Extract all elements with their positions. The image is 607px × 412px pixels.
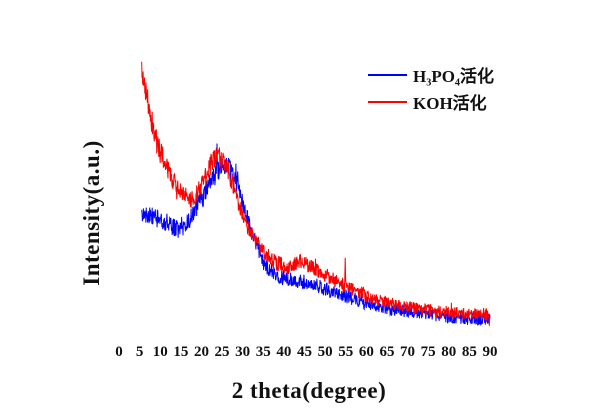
series-line-koh <box>141 61 491 326</box>
x-tick-label: 75 <box>420 344 436 360</box>
legend: H₃PO₄活化 KOH活化 <box>368 61 494 115</box>
x-tick-label: 25 <box>214 344 230 360</box>
x-tick-label: 15 <box>173 344 189 360</box>
legend-label: H₃PO₄活化 <box>413 67 495 86</box>
y-axis-title: Intensity(a.u.) <box>79 140 104 286</box>
x-tick-label: 50 <box>317 344 333 360</box>
x-tick-label: 20 <box>193 344 209 360</box>
series-line-h3po4 <box>141 143 491 327</box>
x-tick-label: 70 <box>400 344 416 360</box>
x-tick-label: 40 <box>276 344 292 360</box>
x-axis-tick-labels: 0 5 10 15 20 25 30 35 40 45 50 55 60 65 70 75 80 85 90 <box>0 344 607 362</box>
series-lines <box>141 61 491 327</box>
legend-entry: H₃PO₄活化 <box>368 61 494 88</box>
x-tick-label: 55 <box>338 344 354 360</box>
x-tick-label: 90 <box>482 344 498 360</box>
x-tick-label: 60 <box>358 344 374 360</box>
legend-line-swatch <box>368 100 407 103</box>
x-tick-label: 85 <box>461 344 477 360</box>
legend-label: KOH活化 <box>413 94 487 113</box>
x-axis-title: 2 theta(degree) <box>231 378 387 403</box>
x-tick-label: 45 <box>296 344 312 360</box>
x-tick-label: 10 <box>152 344 168 360</box>
legend-line-swatch <box>368 73 407 76</box>
x-tick-label: 80 <box>441 344 457 360</box>
x-tick-label: 5 <box>135 344 144 360</box>
x-tick-label: 35 <box>255 344 271 360</box>
x-tick-label: 30 <box>235 344 251 360</box>
x-tick-label: 65 <box>379 344 395 360</box>
x-tick-label: 0 <box>115 344 123 360</box>
legend-entry: KOH活化 <box>368 88 494 115</box>
